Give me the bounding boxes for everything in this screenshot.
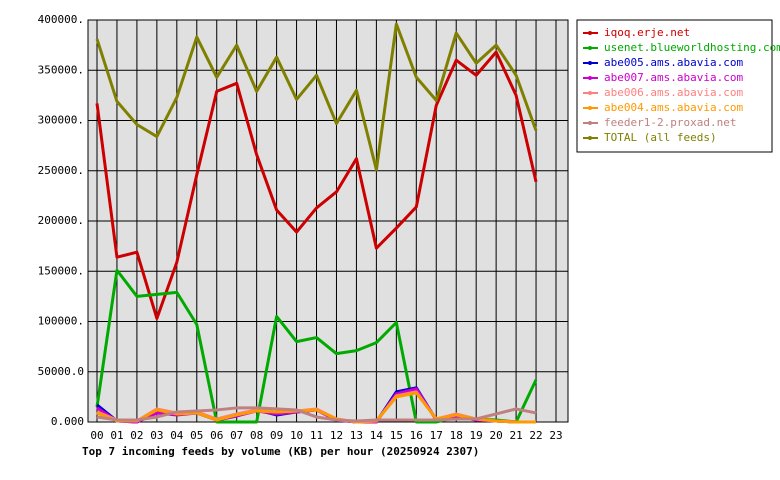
x-tick-label: 10	[290, 429, 303, 442]
x-tick-label: 00	[90, 429, 103, 442]
legend-marker	[588, 106, 592, 110]
legend-label: abe004.ams.abavia.com	[604, 101, 743, 114]
series-line	[95, 22, 538, 172]
x-tick-label: 14	[370, 429, 384, 442]
legend-marker	[588, 136, 592, 140]
legend-label: iqoq.erje.net	[604, 26, 690, 39]
legend-label: TOTAL (all feeds)	[604, 131, 717, 144]
x-tick-label: 11	[310, 429, 323, 442]
legend-marker	[588, 61, 592, 65]
x-tick-label: 19	[470, 429, 483, 442]
y-tick-label: 0.000	[51, 415, 84, 428]
y-tick-label: 150000.	[38, 264, 84, 277]
x-tick-label: 07	[230, 429, 243, 442]
x-tick-label: 21	[509, 429, 522, 442]
x-tick-label: 09	[270, 429, 283, 442]
series-line	[95, 50, 538, 320]
x-tick-label: 03	[150, 429, 163, 442]
x-tick-label: 22	[529, 429, 542, 442]
x-tick-label: 08	[250, 429, 263, 442]
y-tick-label: 300000.	[38, 114, 84, 127]
legend	[576, 19, 773, 153]
y-tick-label: 400000.	[38, 13, 84, 26]
legend-label: abe007.ams.abavia.com	[604, 71, 743, 84]
legend-label: feeder1-2.proxad.net	[604, 116, 736, 129]
x-tick-label: 01	[110, 429, 123, 442]
legend-label: usenet.blueworldhosting.com	[604, 41, 780, 54]
y-tick-label: 250000.	[38, 164, 84, 177]
series-line	[96, 406, 537, 423]
x-tick-label: 20	[490, 429, 503, 442]
x-tick-label: 12	[330, 429, 343, 442]
x-tick-label: 16	[410, 429, 423, 442]
x-tick-label: 15	[390, 429, 403, 442]
x-tick-label: 17	[430, 429, 443, 442]
legend-marker	[588, 121, 592, 125]
legend-label: abe006.ams.abavia.com	[604, 86, 743, 99]
legend-marker	[588, 91, 592, 95]
x-tick-label: 05	[190, 429, 203, 442]
x-tick-label: 18	[450, 429, 463, 442]
x-tick-label: 02	[130, 429, 143, 442]
legend-marker	[588, 31, 592, 35]
y-tick-label: 100000.	[38, 315, 84, 328]
y-tick-label: 350000.	[38, 63, 84, 76]
legend-marker	[588, 76, 592, 80]
x-tick-label: 04	[170, 429, 184, 442]
x-tick-label: 13	[350, 429, 363, 442]
legend-marker	[588, 46, 592, 50]
y-tick-label: 200000.	[38, 214, 84, 227]
y-tick-label: 50000.0	[38, 365, 84, 378]
x-tick-label: 23	[549, 429, 562, 442]
x-tick-label: 06	[210, 429, 223, 442]
chart-title: Top 7 incoming feeds by volume (KB) per …	[82, 445, 479, 458]
legend-label: abe005.ams.abavia.com	[604, 56, 743, 69]
